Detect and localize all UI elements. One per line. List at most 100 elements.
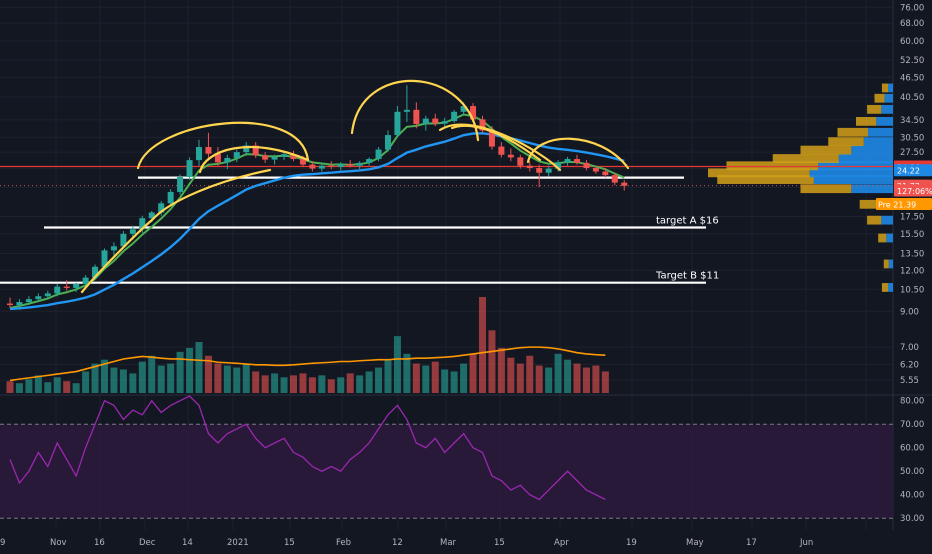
price-badge-text: 24.22 — [897, 167, 920, 176]
x-tick-label: Apr — [554, 538, 569, 548]
x-tick-label: 2021 — [227, 538, 249, 548]
volume-bar — [63, 381, 71, 393]
candle-body — [403, 109, 410, 112]
volume-bar — [82, 371, 90, 393]
volume-bar — [138, 361, 146, 393]
candle-body — [394, 111, 401, 136]
volume-bar — [15, 383, 23, 393]
rsi-band — [0, 424, 893, 519]
x-tick-label: May — [686, 538, 704, 548]
candle-body — [110, 246, 117, 251]
candle-body — [63, 286, 70, 288]
volume-bar — [318, 375, 326, 393]
vp-down — [883, 259, 889, 269]
y-tick-label: 76.00 — [900, 3, 924, 13]
volume-bar — [393, 336, 401, 393]
volume-bar — [204, 355, 212, 393]
hand-drawn-arc — [198, 146, 310, 174]
candle-body — [375, 149, 382, 160]
vp-up — [818, 161, 893, 171]
y-tick-label: 9.00 — [900, 307, 919, 317]
candle-body — [498, 146, 505, 155]
candle-body — [120, 233, 127, 247]
y-tick-label: 6.20 — [900, 360, 919, 370]
x-tick-label: 15 — [494, 538, 505, 548]
rsi-line — [9, 395, 606, 501]
vp-down — [837, 127, 869, 137]
y-tick-label: 40.50 — [900, 93, 924, 103]
candle-body — [545, 168, 552, 173]
candle-body — [574, 159, 580, 163]
vp-up — [884, 93, 893, 103]
hand-drawn-arc — [80, 168, 272, 294]
volume-bar — [308, 377, 316, 393]
volume-bar — [242, 363, 250, 393]
volume-bar — [422, 365, 430, 393]
candle-body — [205, 147, 212, 154]
x-tick-label: Jun — [799, 538, 813, 548]
target-b-label: Target B $11 — [655, 271, 719, 282]
volume-bar — [535, 365, 543, 393]
hand-drawn-arc — [450, 124, 542, 162]
price-badge-text: 127:06% — [897, 187, 932, 196]
vp-down — [726, 161, 819, 171]
rsi-tick-label: 30.00 — [900, 514, 924, 524]
candle-body — [507, 154, 514, 158]
volume-bar — [119, 369, 127, 393]
rsi-tick-label: 80.00 — [900, 397, 924, 407]
candle-body — [25, 299, 32, 303]
x-tick-label: 19 — [626, 538, 637, 548]
y-tick-label: 68.00 — [900, 19, 924, 29]
volume-bar — [214, 363, 222, 393]
candle-body — [82, 277, 89, 284]
volume-bar — [44, 382, 52, 393]
rsi-tick-label: 60.00 — [900, 444, 924, 454]
candle-body — [441, 121, 448, 124]
candle-body — [243, 145, 250, 153]
candle-body — [602, 171, 609, 176]
vp-down — [859, 199, 879, 209]
y-tick-label: 60.00 — [900, 37, 924, 47]
candle-body — [555, 162, 562, 169]
candle-body — [54, 286, 61, 294]
vp-down — [800, 184, 852, 194]
candle-body — [337, 164, 344, 167]
candle-body — [526, 165, 533, 169]
vp-down — [881, 283, 889, 292]
candle-body — [611, 175, 618, 183]
x-tick-label: 14 — [182, 538, 193, 548]
y-tick-label: 30.50 — [900, 133, 924, 143]
candle-body — [281, 154, 288, 157]
candle-body — [177, 176, 184, 192]
hand-drawn-arc — [526, 137, 630, 170]
volume-bar — [53, 377, 61, 393]
volume-bar — [412, 363, 420, 393]
candle-body — [139, 218, 146, 230]
volume-bar — [403, 353, 411, 393]
vp-up — [888, 83, 893, 93]
candle-body — [148, 212, 155, 219]
volume-bar — [573, 363, 581, 393]
volume-bar — [488, 330, 496, 393]
volume-bar — [25, 379, 33, 393]
volume-bar — [450, 371, 458, 393]
candle-body — [470, 106, 477, 120]
candle-body — [299, 159, 306, 165]
candle-body — [413, 109, 420, 125]
vp-down — [708, 168, 810, 178]
candle-body — [488, 130, 495, 147]
candle-body — [592, 168, 599, 172]
volume-bar — [110, 367, 118, 393]
y-tick-label: 52.50 — [900, 56, 924, 66]
vp-down — [881, 83, 889, 93]
candle-body — [564, 159, 571, 163]
vp-up — [881, 215, 893, 225]
price-badge-bg — [894, 184, 932, 197]
volume-bar — [167, 363, 175, 393]
hand-drawn-arcs — [80, 79, 630, 294]
volume-bar — [497, 347, 505, 393]
candle-body — [328, 165, 335, 167]
vp-down — [828, 137, 864, 147]
pre-badge-bg — [876, 198, 932, 211]
